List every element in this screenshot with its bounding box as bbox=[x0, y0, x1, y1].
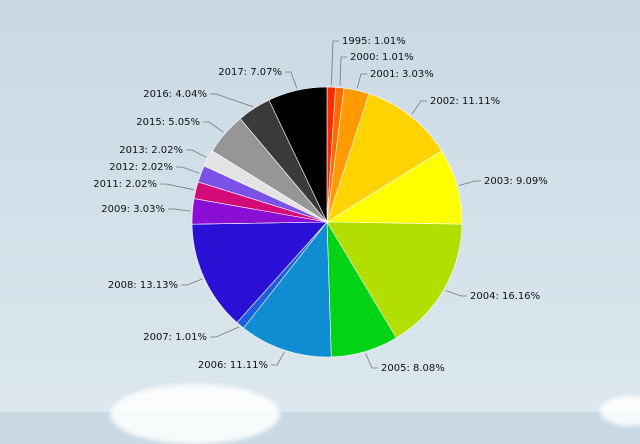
slice-label-2000: 2000: 1.01% bbox=[350, 52, 414, 63]
leader-line-2000 bbox=[339, 56, 347, 86]
slice-label-2008: 2008: 13.13% bbox=[108, 280, 178, 291]
leader-line-2005 bbox=[365, 353, 378, 369]
slice-label-2015: 2015: 5.05% bbox=[136, 117, 200, 128]
pie-slice-2006[interactable] bbox=[243, 221, 332, 358]
leader-line-1995 bbox=[330, 40, 339, 86]
leader-line-2008 bbox=[181, 278, 203, 286]
slice-label-2013: 2013: 2.02% bbox=[119, 145, 183, 156]
slice-label-2009: 2009: 3.03% bbox=[101, 204, 165, 215]
slice-label-2001: 2001: 3.03% bbox=[370, 69, 434, 80]
leader-line-2016 bbox=[210, 93, 254, 108]
leader-line-2017 bbox=[285, 71, 298, 89]
slice-label-2003: 2003: 9.09% bbox=[484, 176, 548, 187]
leader-line-2015 bbox=[203, 121, 224, 133]
leader-line-2011 bbox=[160, 183, 194, 191]
slice-label-2002: 2002: 11.11% bbox=[430, 96, 500, 107]
slice-label-2017: 2017: 7.07% bbox=[218, 67, 282, 78]
slice-label-2011: 2011: 2.02% bbox=[93, 179, 157, 190]
leader-line-2007 bbox=[210, 326, 240, 338]
slice-label-2004: 2004: 16.16% bbox=[470, 291, 540, 302]
pie-chart: 1995: 1.01% 2000: 1.01% 2001: 3.03% 2002: 1… bbox=[93, 36, 548, 374]
slice-label-2016: 2016: 4.04% bbox=[143, 89, 207, 100]
slice-label-2012: 2012: 2.02% bbox=[109, 162, 173, 173]
leader-line-2006 bbox=[271, 351, 285, 366]
pie-slice-2008[interactable] bbox=[191, 221, 328, 324]
slice-label-1995: 1995: 1.01% bbox=[342, 36, 406, 47]
pie-chart-svg: 1995: 1.01% 2000: 1.01% 2001: 3.03% 2002: 1… bbox=[93, 36, 548, 374]
pie-slice-2002[interactable] bbox=[326, 93, 443, 223]
leader-line-2009 bbox=[168, 208, 191, 212]
slice-label-2005: 2005: 8.08% bbox=[381, 363, 445, 374]
slice-label-2007: 2007: 1.01% bbox=[143, 332, 207, 343]
leader-line-2012 bbox=[176, 166, 200, 174]
leader-line-2004 bbox=[445, 290, 467, 297]
leader-line-2013 bbox=[186, 149, 207, 158]
slice-label-2006: 2006: 11.11% bbox=[198, 360, 268, 371]
pie-slice-2004[interactable] bbox=[326, 221, 463, 339]
leader-line-2002 bbox=[411, 100, 427, 115]
leader-line-2001 bbox=[356, 73, 367, 89]
pie-slice-2017[interactable] bbox=[268, 86, 328, 223]
leader-line-2003 bbox=[458, 180, 481, 186]
